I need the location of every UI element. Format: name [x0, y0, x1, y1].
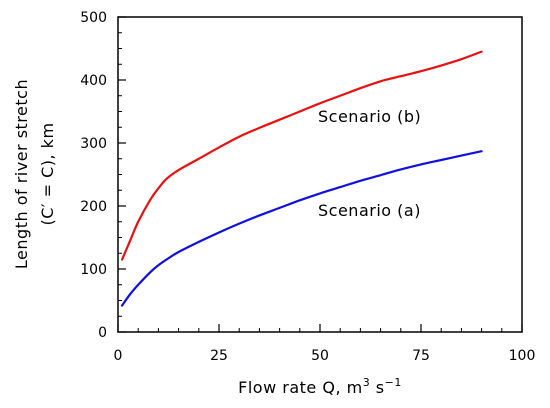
axis-ticks — [117, 16, 523, 333]
y-axis-title-line2: (C′ = C), km — [38, 122, 57, 225]
x-tick-label: 100 — [509, 348, 536, 364]
series-line-a — [120, 150, 483, 307]
x-tick-label: 25 — [210, 348, 228, 364]
y-tick-label: 200 — [80, 199, 107, 215]
x-axis-title: Flow rate Q, m3 s−1 — [238, 376, 402, 397]
x-tick-label: 75 — [412, 348, 430, 364]
x-tick-label: 50 — [311, 348, 329, 364]
x-axis-unit-mid: s — [370, 378, 384, 397]
y-tick-label: 0 — [98, 325, 107, 341]
series-label-b: Scenario (b) — [318, 107, 421, 126]
x-tick-label: 0 — [114, 348, 123, 364]
series-label-a: Scenario (a) — [318, 201, 421, 220]
plot-frame — [117, 16, 523, 333]
y-tick-label: 300 — [80, 136, 107, 152]
series-lines — [120, 50, 483, 307]
x-axis-unit-sup2: −1 — [385, 376, 402, 389]
y-tick-label: 500 — [80, 10, 107, 26]
x-axis-unit-sup1: 3 — [363, 376, 371, 389]
y-tick-label: 400 — [80, 73, 107, 89]
series-line-b — [120, 50, 483, 261]
y-axis-title-line1: Length of river stretch — [12, 79, 31, 269]
x-axis-title-main: Flow rate Q, m — [238, 378, 363, 397]
y-tick-label: 100 — [80, 262, 107, 278]
axis-tick-labels: 0 25 50 75 100 0 100 200 300 400 500 — [80, 10, 535, 364]
